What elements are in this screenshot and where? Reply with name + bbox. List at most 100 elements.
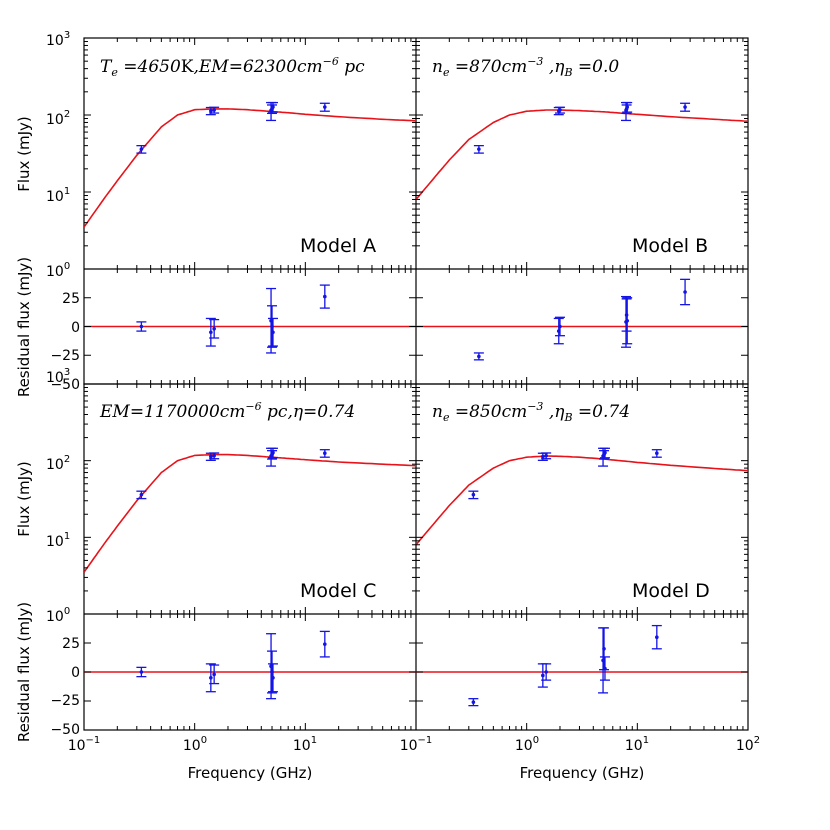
data-marker <box>323 451 327 456</box>
data-point <box>473 144 484 154</box>
data-point <box>598 627 609 694</box>
data-marker <box>323 105 327 109</box>
model-label-c: Model C <box>300 580 376 602</box>
data-marker <box>625 105 630 109</box>
model-label-a: Model A <box>300 235 376 257</box>
y-tick-label: 0 <box>71 320 80 336</box>
y-tick-label: −25 <box>50 693 80 709</box>
data-point <box>651 449 662 458</box>
annotation-model-c: EM=1170000cm−6 pc,η=0.74 <box>99 400 355 422</box>
y-tick-labels: 103 102 101 100 25 0 −25 −50 103 102 101… <box>46 30 80 738</box>
y-axis-label-flux-bottom: Flux (mJy) <box>15 461 33 537</box>
data-marker <box>139 324 144 329</box>
panel-inner <box>416 101 748 201</box>
x-tick-label: 100 <box>183 735 207 754</box>
axis-ticks <box>83 613 417 731</box>
panel-A-residual <box>83 268 417 385</box>
panel-inner <box>416 278 748 361</box>
data-point <box>554 106 565 114</box>
y-tick-label: 25 <box>62 291 80 307</box>
axis-ticks <box>415 268 749 385</box>
annotation-model-b: ne =870cm−3 ,ηB =0.0 <box>432 55 619 79</box>
data-point <box>554 316 565 337</box>
data-point <box>680 102 691 112</box>
data-marker <box>655 635 659 639</box>
x-tick-label: 102 <box>736 735 760 754</box>
data-marker <box>323 642 327 646</box>
y-tick-label: 100 <box>46 261 70 280</box>
data-marker <box>271 450 275 455</box>
axis-ticks <box>415 613 749 731</box>
data-marker <box>541 673 545 678</box>
data-point <box>267 663 278 693</box>
y-axis-label-residual-bottom: Residual flux (mJy) <box>15 602 33 742</box>
data-marker <box>209 676 213 680</box>
panel-inner <box>416 624 748 707</box>
data-marker <box>544 453 548 458</box>
data-point <box>205 317 216 347</box>
data-point <box>267 650 278 694</box>
data-marker <box>139 147 144 151</box>
data-marker <box>271 105 275 109</box>
data-marker <box>471 492 476 497</box>
data-marker <box>655 451 659 456</box>
data-point <box>267 447 278 459</box>
data-marker <box>209 109 213 113</box>
data-marker <box>683 290 687 294</box>
data-marker <box>471 700 476 704</box>
data-point <box>599 447 610 459</box>
panel-A <box>83 37 417 270</box>
data-marker <box>271 330 275 335</box>
annotation-model-d: ne =850cm−3 ,ηB =0.74 <box>432 400 630 424</box>
x-axis-label-right: Frequency (GHz) <box>520 764 645 782</box>
axis-ticks <box>83 37 417 270</box>
data-point <box>319 284 330 309</box>
panel-inner <box>84 101 416 228</box>
data-marker <box>323 294 327 299</box>
data-marker <box>602 647 606 651</box>
data-marker <box>212 453 216 458</box>
data-marker <box>212 108 216 112</box>
y-tick-label: 25 <box>62 636 80 652</box>
data-marker <box>625 318 630 323</box>
data-point <box>209 664 220 685</box>
y-axis-label-flux-top: Flux (mJy) <box>15 116 33 192</box>
data-point <box>622 297 633 345</box>
data-marker <box>541 454 545 459</box>
model-curve <box>416 455 748 546</box>
annotation-model-a: Te =4650K,EM=62300cm−6 pc <box>100 55 365 79</box>
data-point <box>541 663 552 681</box>
data-marker <box>477 147 481 151</box>
data-point <box>209 106 220 114</box>
data-point <box>319 449 330 458</box>
y-tick-label: 101 <box>46 186 70 205</box>
y-tick-label: 0 <box>71 665 80 681</box>
data-point <box>680 278 691 306</box>
panel-B-residual <box>415 268 749 385</box>
panel-inner <box>84 447 416 573</box>
panel-inner <box>416 447 748 546</box>
y-axis-label-residual-top: Residual flux (mJy) <box>15 257 33 397</box>
data-marker <box>139 670 144 674</box>
plot-layer <box>83 37 749 731</box>
data-marker <box>477 354 481 359</box>
data-point <box>205 663 216 693</box>
panel-inner <box>84 630 416 700</box>
data-marker <box>209 454 213 459</box>
data-point <box>599 627 610 671</box>
panel-D-residual <box>415 613 749 731</box>
data-point <box>319 102 330 112</box>
model-label-d: Model D <box>632 580 710 602</box>
y-tick-label: 100 <box>46 606 70 625</box>
data-point <box>468 490 479 500</box>
data-point <box>267 101 278 113</box>
data-point <box>209 318 220 339</box>
data-point <box>622 101 633 113</box>
data-marker <box>271 676 275 680</box>
x-tick-label: 10−1 <box>68 735 101 754</box>
x-axis-label-left: Frequency (GHz) <box>188 764 313 782</box>
x-tick-label: 101 <box>625 735 649 754</box>
data-point <box>209 452 220 460</box>
